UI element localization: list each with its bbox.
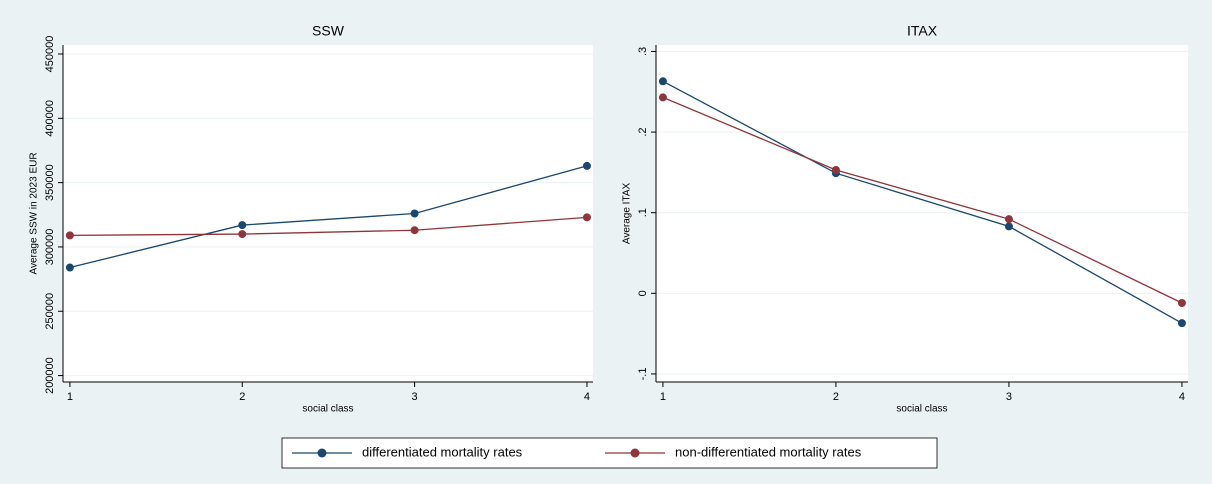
plot-area [63,45,593,382]
x-tick-label: 3 [1006,391,1012,403]
x-tick-label: 1 [67,391,73,403]
y-tick-label: 450000 [44,36,56,73]
y-tick-label: 400000 [44,100,56,137]
x-tick-label: 4 [584,391,590,403]
plot-area [656,45,1188,382]
chart-title: SSW [312,23,345,39]
legend-marker [317,448,327,458]
legend-marker [630,448,640,458]
x-tick-label: 3 [412,391,418,403]
y-tick-label: 250000 [44,293,56,330]
series-line [662,96,1183,304]
data-point [410,209,419,218]
legend-label: non-differentiated mortality rates [675,444,862,459]
y-tick-label: .2 [637,127,649,136]
data-point [658,93,667,102]
y-tick-label: 200000 [44,357,56,394]
data-point [1177,298,1186,307]
data-point [1004,215,1013,224]
y-tick-label: 350000 [44,164,56,201]
series-line [69,165,588,269]
x-tick-label: 2 [833,391,839,403]
chart-title: ITAX [907,23,938,39]
y-tick-label: .3 [637,47,649,56]
y-axis-label: Average ITAX [622,183,633,245]
data-point [658,77,667,86]
y-axis-label: Average SSW in 2023 EUR [29,152,40,274]
data-point [410,226,419,235]
data-point [1004,222,1013,231]
x-axis-label: social class [896,404,947,415]
x-tick-label: 4 [1179,391,1185,403]
y-tick-label: -.1 [637,368,649,381]
y-tick-label: .1 [637,208,649,217]
series-line [662,80,1183,324]
data-point [65,263,74,272]
data-point [1177,319,1186,328]
data-point [238,221,247,230]
data-point [831,165,840,174]
x-axis-label: social class [302,404,353,415]
series-line [69,216,588,237]
legend-label: differentiated mortality rates [362,444,523,459]
x-tick-label: 1 [660,391,666,403]
data-point [582,213,591,222]
data-point [238,230,247,239]
data-point [65,231,74,240]
x-tick-label: 2 [239,391,245,403]
data-point [582,161,591,170]
y-tick-label: 300000 [44,229,56,266]
y-tick-label: 0 [637,290,649,296]
